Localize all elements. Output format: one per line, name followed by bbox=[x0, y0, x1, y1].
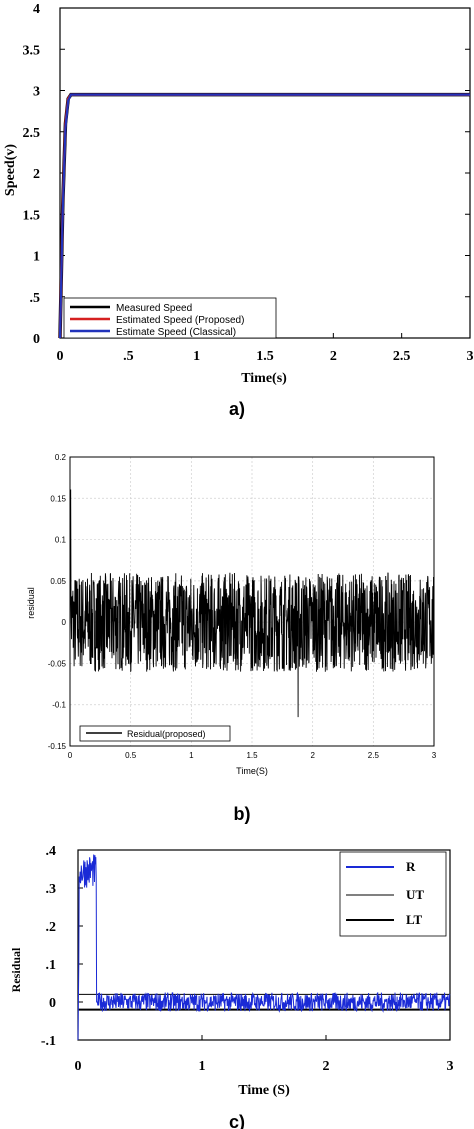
chart-a-ytick-label: 2.5 bbox=[23, 126, 41, 141]
chart-c-caption: c) bbox=[229, 1112, 245, 1129]
chart-b-caption: b) bbox=[234, 804, 251, 824]
chart-c-ytick-label: .4 bbox=[46, 844, 57, 859]
chart-c-series bbox=[77, 854, 451, 1041]
chart-a-xtick-label: 0 bbox=[57, 349, 64, 364]
legend-a-proposed-label: Estimated Speed (Proposed) bbox=[116, 315, 244, 326]
chart-b-ytick-label: -0.15 bbox=[48, 742, 67, 751]
chart-c-ytick-label: .1 bbox=[46, 958, 57, 973]
chart-c-xtick-label: 1 bbox=[199, 1059, 206, 1074]
chart-c-r-line bbox=[77, 854, 451, 1041]
chart-a-legend: Measured Speed Estimated Speed (Proposed… bbox=[63, 297, 277, 339]
chart-a-xtick-label: 3 bbox=[467, 349, 474, 364]
chart-b-ytick-label: 0.1 bbox=[55, 536, 67, 545]
chart-a-xtick-label: 2.5 bbox=[393, 349, 411, 364]
chart-b-ytick-label: 0.2 bbox=[55, 453, 67, 462]
chart-a-xtick-label: .5 bbox=[123, 349, 134, 364]
chart-c-legend: R UT LT bbox=[339, 851, 447, 937]
chart-a: 0 .5 1 1.5 2 2.5 3 3.5 4 0 .5 1 1.5 2 2.5 3 Speed(v) T… bbox=[3, 2, 474, 419]
chart-c-ytick-label: -.1 bbox=[41, 1034, 56, 1049]
chart-b-ytick-label: 0.15 bbox=[50, 494, 66, 503]
chart-b-xtick-label: 0.5 bbox=[125, 751, 137, 760]
chart-a-ylabel: Speed(v) bbox=[3, 144, 18, 196]
legend-b-residual-label: Residual(proposed) bbox=[127, 729, 206, 739]
chart-a-ytick-label: 4 bbox=[33, 2, 40, 17]
chart-b-y-ticks: -0.15 -0.1 -0.05 0 0.05 0.1 0.15 0.2 bbox=[48, 453, 67, 751]
chart-b-xtick-label: 1 bbox=[189, 751, 194, 760]
chart-a-y-ticks: 0 .5 1 1.5 2 2.5 3 3.5 4 bbox=[23, 2, 470, 347]
chart-c-xlabel: Time (S) bbox=[238, 1083, 290, 1098]
chart-a-ytick-label: 1 bbox=[33, 250, 40, 265]
chart-b-ytick-label: 0.05 bbox=[50, 577, 66, 586]
legend-c-lt-label: LT bbox=[406, 912, 422, 927]
legend-c-ut-label: UT bbox=[406, 887, 424, 902]
chart-b-xtick-label: 2.5 bbox=[368, 751, 380, 760]
chart-b-ylabel: residual bbox=[26, 587, 36, 619]
chart-b-ytick-label: 0 bbox=[62, 618, 67, 627]
chart-a-series-line bbox=[58, 93, 470, 339]
chart-c-ylabel: Residual bbox=[9, 947, 23, 992]
chart-a-ytick-label: 1.5 bbox=[23, 208, 41, 223]
chart-a-ytick-label: .5 bbox=[30, 291, 41, 306]
chart-a-ytick-label: 2 bbox=[33, 167, 40, 182]
chart-c: -.1 0 .1 .2 .3 .4 0 1 2 3 Residual Time (S) R UT… bbox=[9, 844, 454, 1129]
chart-a-x-ticks: 0 .5 1 1.5 2 2.5 3 bbox=[57, 333, 474, 364]
legend-a-measured-label: Measured Speed bbox=[116, 303, 192, 314]
chart-c-x-ticks: 0 1 2 3 bbox=[75, 1035, 454, 1074]
chart-a-ytick-label: 3.5 bbox=[23, 43, 41, 58]
chart-a-caption: a) bbox=[229, 399, 245, 419]
chart-a-plot-area bbox=[59, 7, 471, 339]
chart-b-ytick-label: -0.1 bbox=[52, 701, 66, 710]
chart-b-xtick-label: 2 bbox=[310, 751, 315, 760]
chart-a-ytick-label: 3 bbox=[33, 85, 40, 100]
chart-b-ytick-label: -0.05 bbox=[48, 659, 67, 668]
chart-b-series bbox=[69, 489, 435, 718]
chart-b-x-ticks: 0 0.5 1 1.5 2 2.5 3 bbox=[68, 751, 437, 760]
chart-c-ytick-label: .3 bbox=[46, 882, 57, 897]
chart-c-y-ticks: -.1 0 .1 .2 .3 .4 bbox=[41, 844, 83, 1049]
chart-c-xtick-label: 3 bbox=[447, 1059, 454, 1074]
chart-c-ytick-label: 0 bbox=[49, 996, 56, 1011]
chart-a-xlabel: Time(s) bbox=[241, 371, 287, 386]
chart-b-xtick-label: 0 bbox=[68, 751, 73, 760]
legend-c-r-label: R bbox=[406, 859, 416, 874]
chart-a-xtick-label: 2 bbox=[330, 349, 337, 364]
chart-b-legend: Residual(proposed) bbox=[79, 725, 231, 742]
chart-c-xtick-label: 0 bbox=[75, 1059, 82, 1074]
chart-a-xtick-label: 1 bbox=[193, 349, 200, 364]
chart-b-xtick-label: 1.5 bbox=[246, 751, 258, 760]
chart-a-series bbox=[58, 92, 470, 339]
chart-b-xlabel: Time(S) bbox=[236, 766, 268, 776]
legend-a-classical-label: Estimate Speed (Classical) bbox=[116, 327, 236, 338]
chart-c-xtick-label: 2 bbox=[323, 1059, 330, 1074]
chart-b-xtick-label: 3 bbox=[432, 751, 437, 760]
chart-b: -0.15 -0.1 -0.05 0 0.05 0.1 0.15 0.2 0 0.5 1 1.5 2 2… bbox=[26, 453, 437, 824]
chart-c-ytick-label: .2 bbox=[46, 920, 57, 935]
chart-a-ytick-label: 0 bbox=[33, 332, 40, 347]
chart-a-xtick-label: 1.5 bbox=[256, 349, 274, 364]
chart-b-residual-line bbox=[69, 489, 435, 718]
